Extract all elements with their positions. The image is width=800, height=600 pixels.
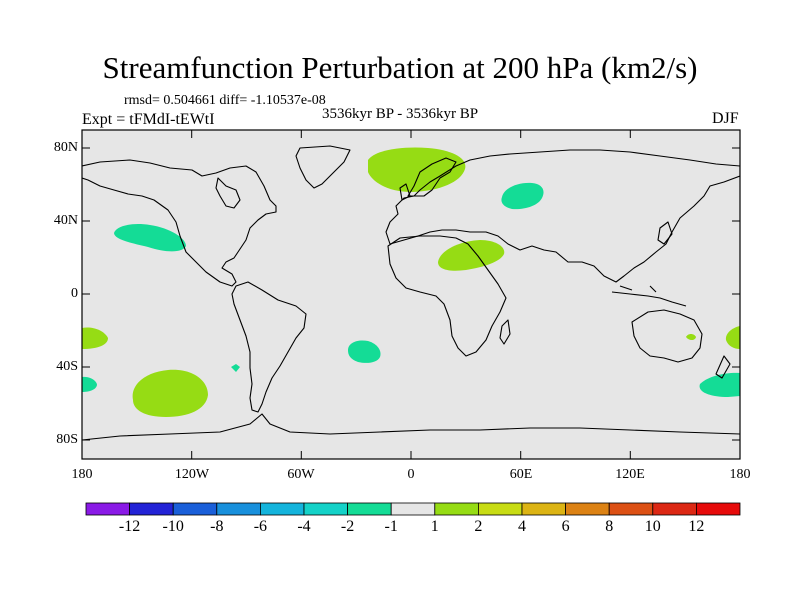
lon-label-180w: 180 xyxy=(71,467,93,482)
colorbar-label: -1 xyxy=(384,518,398,535)
plot-title: Streamfunction Perturbation at 200 hPa (… xyxy=(102,50,698,85)
colorbar-box xyxy=(303,502,348,516)
anomaly-western-siberia xyxy=(501,182,544,210)
colorbar-label: -4 xyxy=(297,518,311,535)
colorbar-label: 1 xyxy=(430,518,439,535)
coast-greenland xyxy=(295,145,351,189)
colorbar-label: 8 xyxy=(605,518,614,535)
coast-australia xyxy=(631,309,703,363)
anomaly-southeast-pacific xyxy=(132,369,208,417)
colorbar xyxy=(85,502,741,516)
colorbar-box xyxy=(390,502,436,516)
colorbar-box xyxy=(477,502,523,516)
coast-north-america xyxy=(82,159,277,287)
period-label: 3536kyr BP - 3536kyr BP xyxy=(322,106,479,122)
colorbar-label: -8 xyxy=(210,518,224,535)
colorbar-box xyxy=(172,502,218,516)
lat-label-equator: 0 xyxy=(71,286,78,301)
lon-label-180e: 180 xyxy=(729,467,751,482)
colorbar-box xyxy=(521,502,566,516)
anomaly-middle-east xyxy=(438,240,505,271)
season-label: DJF xyxy=(712,110,739,127)
coast-indonesia xyxy=(611,285,687,307)
lon-label-60w: 60W xyxy=(287,467,315,482)
coast-eurasia xyxy=(385,149,740,283)
lon-label-120w: 120W xyxy=(174,467,210,482)
coast-new-zealand xyxy=(715,355,731,379)
colorbar-label: -2 xyxy=(340,518,355,535)
anomaly-north-pacific xyxy=(114,223,186,252)
colorbar-label: -12 xyxy=(118,518,141,535)
coast-antarctica xyxy=(82,413,740,441)
lat-label-80s: 80S xyxy=(56,432,78,447)
colorbar-label: -6 xyxy=(253,518,268,535)
colorbar-box xyxy=(85,502,130,516)
anomaly-south-pacific-west xyxy=(82,327,108,349)
colorbar-box xyxy=(216,502,261,516)
colorbar-box xyxy=(259,502,305,516)
colorbar-box xyxy=(608,502,654,516)
colorbar-box xyxy=(652,502,697,516)
anomaly-coral-sea xyxy=(686,334,696,340)
colorbar-label: 6 xyxy=(561,518,570,535)
colorbar-box xyxy=(347,502,392,516)
stats-line: rmsd= 0.504661 diff= -1.10537e-08 xyxy=(124,93,326,108)
colorbar-label: 4 xyxy=(518,518,526,535)
anomaly-south-atlantic xyxy=(348,340,381,363)
colorbar-box xyxy=(696,502,741,516)
axis-ticks xyxy=(82,130,740,459)
lat-label-80n: 80N xyxy=(53,140,78,155)
lat-label-40s: 40S xyxy=(56,359,78,374)
coast-south-america xyxy=(231,281,307,413)
coast-hudson-bay xyxy=(215,177,241,209)
coast-japan xyxy=(657,221,673,245)
coastlines xyxy=(82,145,740,441)
coast-africa xyxy=(387,235,507,357)
lon-label-0: 0 xyxy=(407,467,415,482)
anomaly-southeast-pacific-small xyxy=(231,364,240,372)
colorbar-box xyxy=(565,502,610,516)
coast-scandinavia xyxy=(407,157,457,197)
colorbar-label: 10 xyxy=(644,518,661,535)
colorbar-box xyxy=(129,502,174,516)
coast-britain xyxy=(399,183,411,201)
coast-madagascar xyxy=(499,319,511,345)
colorbar-label: 12 xyxy=(688,518,705,535)
lon-label-60e: 60E xyxy=(509,467,533,482)
anomaly-scandinavia xyxy=(368,147,466,192)
lon-label-120e: 120E xyxy=(615,467,645,482)
colorbar-label: 2 xyxy=(474,518,483,535)
anomaly-south-of-new-zealand xyxy=(699,372,740,397)
lat-label-40n: 40N xyxy=(53,213,78,228)
colorbar-label: -10 xyxy=(162,518,184,535)
anomaly-south-pacific-central xyxy=(82,376,97,392)
experiment-label: Expt = tFMdI-tEWtI xyxy=(82,111,215,128)
colorbar-box xyxy=(434,502,479,516)
anomaly-south-pacific-east xyxy=(725,326,740,349)
